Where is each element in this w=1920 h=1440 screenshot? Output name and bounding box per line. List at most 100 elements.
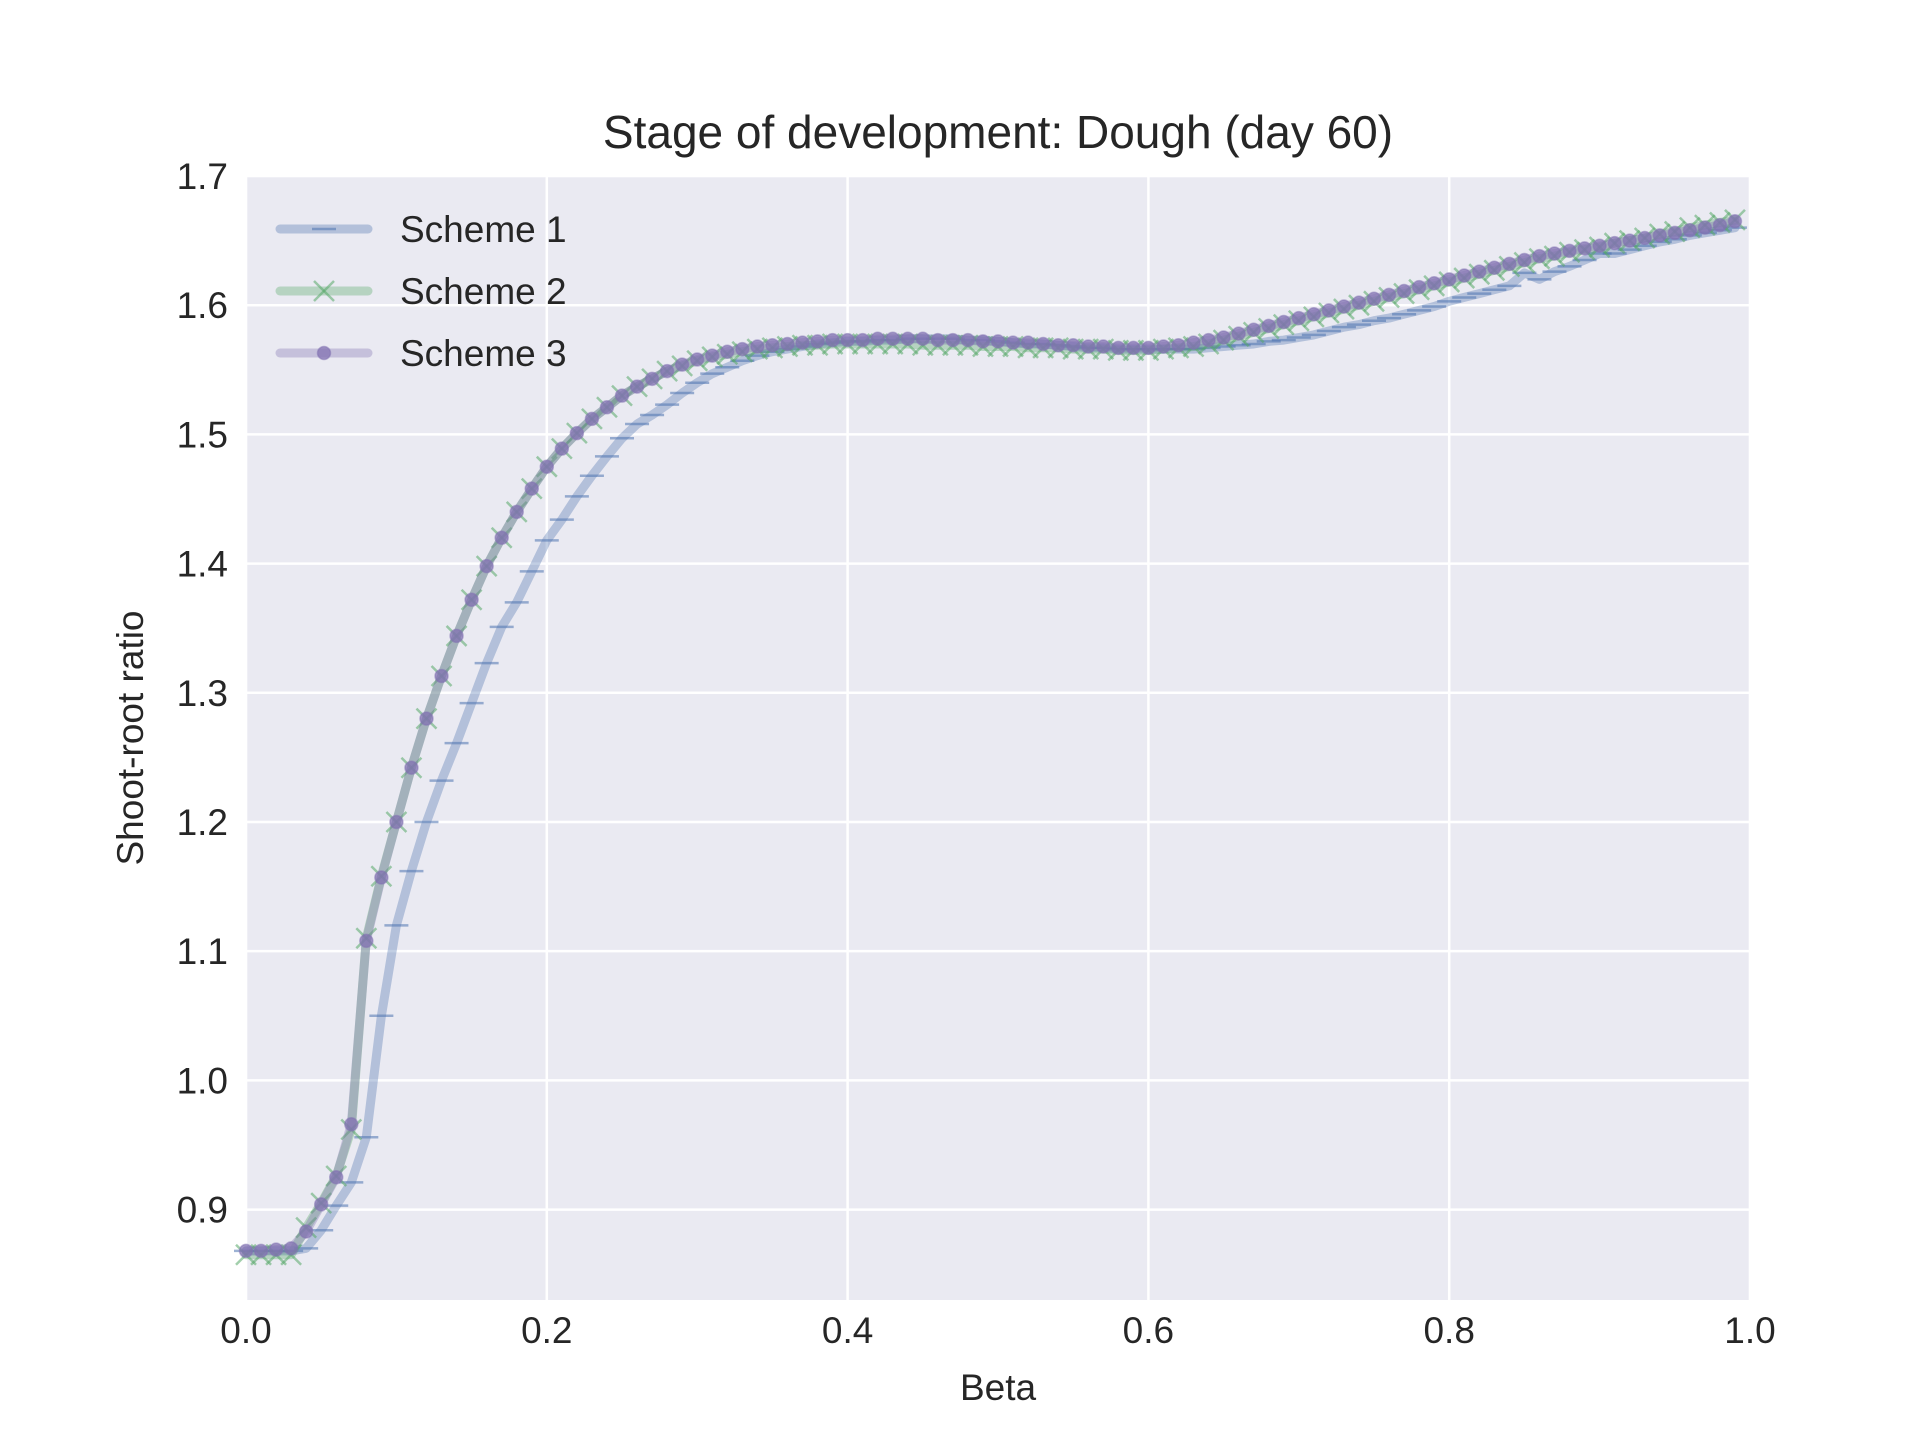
data-point bbox=[900, 331, 916, 347]
data-point bbox=[569, 425, 585, 441]
data-point bbox=[674, 357, 690, 372]
data-point bbox=[960, 332, 976, 348]
data-point bbox=[1502, 256, 1517, 272]
data-point bbox=[344, 1117, 359, 1132]
data-point bbox=[750, 339, 765, 354]
data-point bbox=[1607, 235, 1622, 251]
series-3 bbox=[238, 213, 1743, 1259]
data-point bbox=[1096, 339, 1111, 354]
data-point bbox=[1426, 275, 1442, 291]
legend-label: Scheme 1 bbox=[400, 209, 567, 250]
data-point bbox=[449, 628, 464, 644]
data-point bbox=[1065, 337, 1081, 353]
data-point bbox=[1472, 264, 1487, 279]
data-point bbox=[1547, 246, 1562, 261]
y-tick-label: 0.9 bbox=[177, 1190, 228, 1231]
y-tick-label: 1.1 bbox=[177, 931, 228, 972]
data-point bbox=[328, 1170, 344, 1185]
x-tick-label: 1.0 bbox=[1724, 1310, 1775, 1351]
y-tick-label: 1.7 bbox=[177, 156, 228, 197]
data-point bbox=[524, 481, 540, 496]
data-point bbox=[1186, 335, 1201, 350]
data-point bbox=[253, 1243, 269, 1259]
data-point bbox=[1306, 306, 1322, 322]
plot-area bbox=[246, 176, 1750, 1300]
data-point bbox=[1381, 287, 1397, 303]
series-line bbox=[241, 216, 1740, 1256]
legend-label: Scheme 2 bbox=[400, 271, 567, 312]
series-layer bbox=[234, 209, 1747, 1266]
data-point bbox=[509, 504, 524, 520]
data-point bbox=[1126, 340, 1141, 356]
x-tick-label: 0.0 bbox=[220, 1310, 271, 1351]
x-tick-label: 0.6 bbox=[1123, 1310, 1174, 1351]
data-point bbox=[1201, 332, 1216, 348]
data-point bbox=[359, 933, 374, 949]
data-point bbox=[945, 332, 961, 348]
data-point bbox=[1667, 225, 1683, 241]
data-point bbox=[1712, 217, 1728, 233]
data-point bbox=[1637, 230, 1652, 246]
data-point bbox=[1727, 213, 1743, 229]
data-point bbox=[1351, 295, 1367, 310]
data-point bbox=[434, 668, 449, 684]
legend: Scheme 1 Scheme 2 Scheme 3 bbox=[275, 209, 567, 374]
data-point bbox=[1035, 336, 1051, 352]
data-point bbox=[795, 335, 810, 350]
data-point bbox=[870, 331, 885, 347]
data-point bbox=[704, 348, 720, 363]
data-point bbox=[1336, 299, 1352, 314]
series-line bbox=[241, 215, 1740, 1260]
data-point bbox=[479, 558, 494, 574]
data-point bbox=[554, 441, 570, 456]
data-point bbox=[1592, 238, 1607, 254]
data-point bbox=[1517, 252, 1532, 268]
data-point bbox=[659, 363, 675, 379]
y-tick-label: 1.2 bbox=[177, 802, 228, 843]
x-tick-label: 0.4 bbox=[822, 1310, 873, 1351]
x-tick-label: 0.8 bbox=[1423, 1310, 1474, 1351]
data-point bbox=[298, 1224, 314, 1239]
data-point bbox=[419, 711, 434, 726]
data-point bbox=[629, 379, 645, 394]
data-point bbox=[975, 334, 991, 349]
data-point bbox=[1156, 339, 1171, 354]
data-point bbox=[1622, 233, 1637, 248]
data-point bbox=[735, 341, 750, 357]
data-point bbox=[1171, 337, 1186, 353]
data-point bbox=[825, 332, 840, 348]
x-tick-label: 0.2 bbox=[521, 1310, 572, 1351]
legend-marker bbox=[313, 280, 335, 302]
y-axis-label: Shoot-root ratio bbox=[110, 610, 151, 865]
data-point bbox=[313, 1197, 329, 1212]
legend-entry: Scheme 1 bbox=[275, 209, 567, 250]
data-point bbox=[1441, 272, 1457, 287]
data-point bbox=[1411, 279, 1427, 295]
x-axis-label: Beta bbox=[960, 1367, 1037, 1408]
data-point bbox=[1652, 228, 1668, 243]
data-point bbox=[930, 332, 946, 348]
data-point bbox=[1456, 268, 1472, 283]
y-tick-label: 1.4 bbox=[177, 544, 228, 585]
data-point bbox=[404, 760, 419, 775]
chart-title: Stage of development: Dough (day 60) bbox=[603, 106, 1393, 158]
y-tick-label: 1.5 bbox=[177, 414, 228, 455]
data-point bbox=[1246, 322, 1261, 337]
data-point bbox=[915, 331, 931, 347]
data-point bbox=[494, 530, 509, 545]
data-point bbox=[644, 371, 660, 387]
data-point bbox=[464, 592, 479, 608]
data-point bbox=[1050, 337, 1066, 353]
data-point bbox=[1231, 326, 1246, 341]
data-point bbox=[1005, 335, 1021, 350]
data-point bbox=[720, 344, 735, 359]
data-point bbox=[614, 388, 630, 403]
data-point bbox=[765, 337, 780, 353]
data-point bbox=[238, 1243, 254, 1259]
data-point bbox=[1366, 291, 1382, 306]
data-point bbox=[1141, 340, 1156, 356]
data-point bbox=[810, 334, 825, 349]
data-point bbox=[539, 459, 555, 474]
data-point bbox=[1216, 330, 1231, 345]
